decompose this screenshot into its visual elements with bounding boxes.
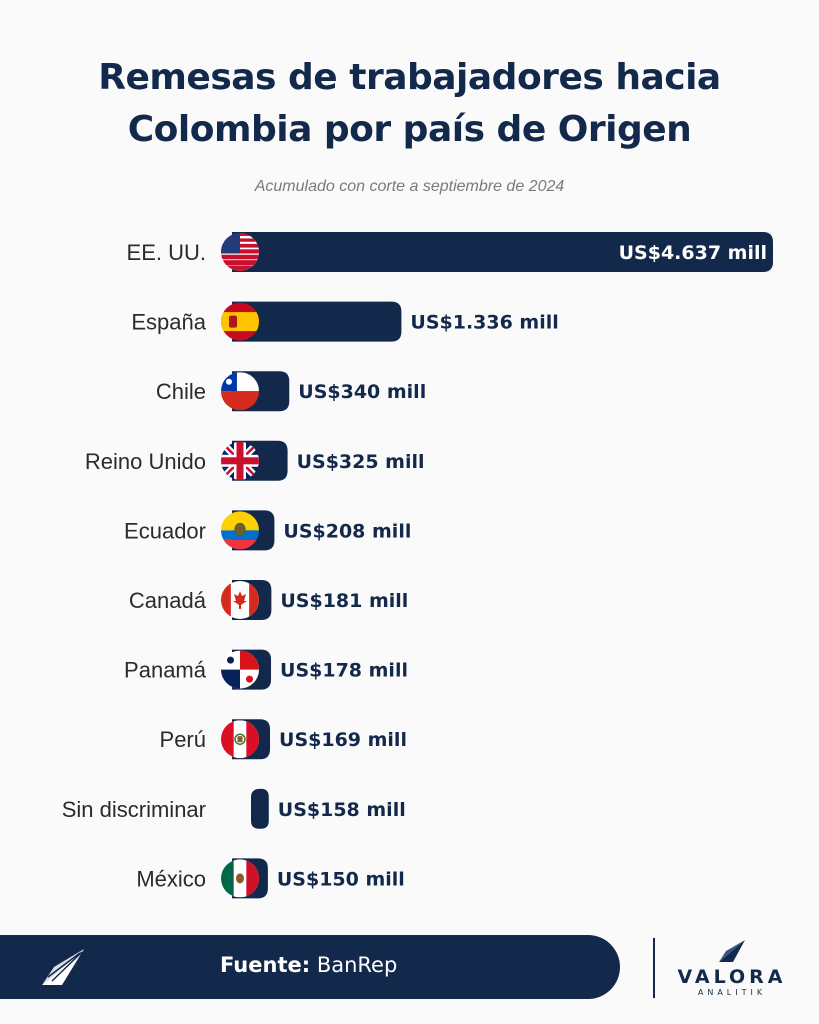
value-label-5: US$181 mill bbox=[280, 590, 408, 612]
bar-0 bbox=[232, 232, 773, 272]
canada-flag-icon bbox=[221, 581, 259, 619]
value-label-6: US$178 mill bbox=[280, 660, 408, 682]
footer-source: Fuente: BanRep bbox=[220, 953, 397, 977]
usa-flag-icon bbox=[221, 233, 259, 271]
category-label-3: Reino Unido bbox=[85, 449, 206, 474]
bar-chart: EE. UU. US$4.637 mill España US$1.336 mill C… bbox=[62, 232, 773, 899]
paper-plane-logo-icon bbox=[42, 949, 84, 985]
category-label-8: Sin discriminar bbox=[62, 797, 206, 822]
brand-subname: ANALITIK bbox=[697, 988, 767, 997]
chile-flag-icon bbox=[221, 372, 259, 411]
value-label-4: US$208 mill bbox=[283, 520, 411, 542]
panama-flag-icon bbox=[221, 650, 259, 689]
chart-subtitle: Acumulado con corte a septiembre de 2024 bbox=[254, 178, 565, 195]
footer-divider bbox=[653, 938, 655, 998]
bar-1 bbox=[232, 301, 402, 342]
category-label-9: México bbox=[136, 866, 206, 891]
brand-logo: VALORA ANALITIK bbox=[672, 938, 792, 1008]
chart-title: Remesas de trabajadores hacia Colombia p… bbox=[0, 52, 819, 156]
value-label-7: US$169 mill bbox=[279, 729, 407, 751]
category-label-2: Chile bbox=[156, 379, 206, 404]
footer-bar: Fuente: BanRep bbox=[0, 935, 620, 999]
value-label-0: US$4.637 mill bbox=[619, 242, 767, 264]
value-label-9: US$150 mill bbox=[277, 868, 405, 890]
mexico-flag-icon bbox=[221, 859, 259, 898]
spain-flag-icon bbox=[221, 302, 259, 341]
chart-title-line-1: Remesas de trabajadores hacia bbox=[98, 57, 721, 98]
category-label-5: Canadá bbox=[129, 588, 207, 613]
category-label-7: Perú bbox=[160, 727, 206, 752]
value-label-8: US$158 mill bbox=[278, 799, 406, 821]
uk-flag-icon bbox=[221, 441, 259, 480]
footer-source-label: Fuente: bbox=[220, 953, 311, 977]
bar-8 bbox=[251, 788, 269, 829]
category-label-4: Ecuador bbox=[124, 518, 206, 543]
peru-flag-icon bbox=[221, 720, 259, 759]
brand-plane-icon bbox=[719, 940, 745, 962]
category-label-0: EE. UU. bbox=[127, 240, 206, 265]
ecuador-flag-icon bbox=[221, 511, 259, 550]
category-label-1: España bbox=[131, 310, 206, 335]
footer-source-value: BanRep bbox=[316, 953, 398, 977]
chart-title-line-2: Colombia por país de Origen bbox=[127, 109, 692, 150]
value-label-1: US$1.336 mill bbox=[410, 312, 558, 334]
value-label-2: US$340 mill bbox=[298, 381, 426, 403]
value-label-3: US$325 mill bbox=[297, 451, 425, 473]
brand-name: VALORA bbox=[677, 966, 787, 988]
category-label-6: Panamá bbox=[124, 658, 207, 683]
